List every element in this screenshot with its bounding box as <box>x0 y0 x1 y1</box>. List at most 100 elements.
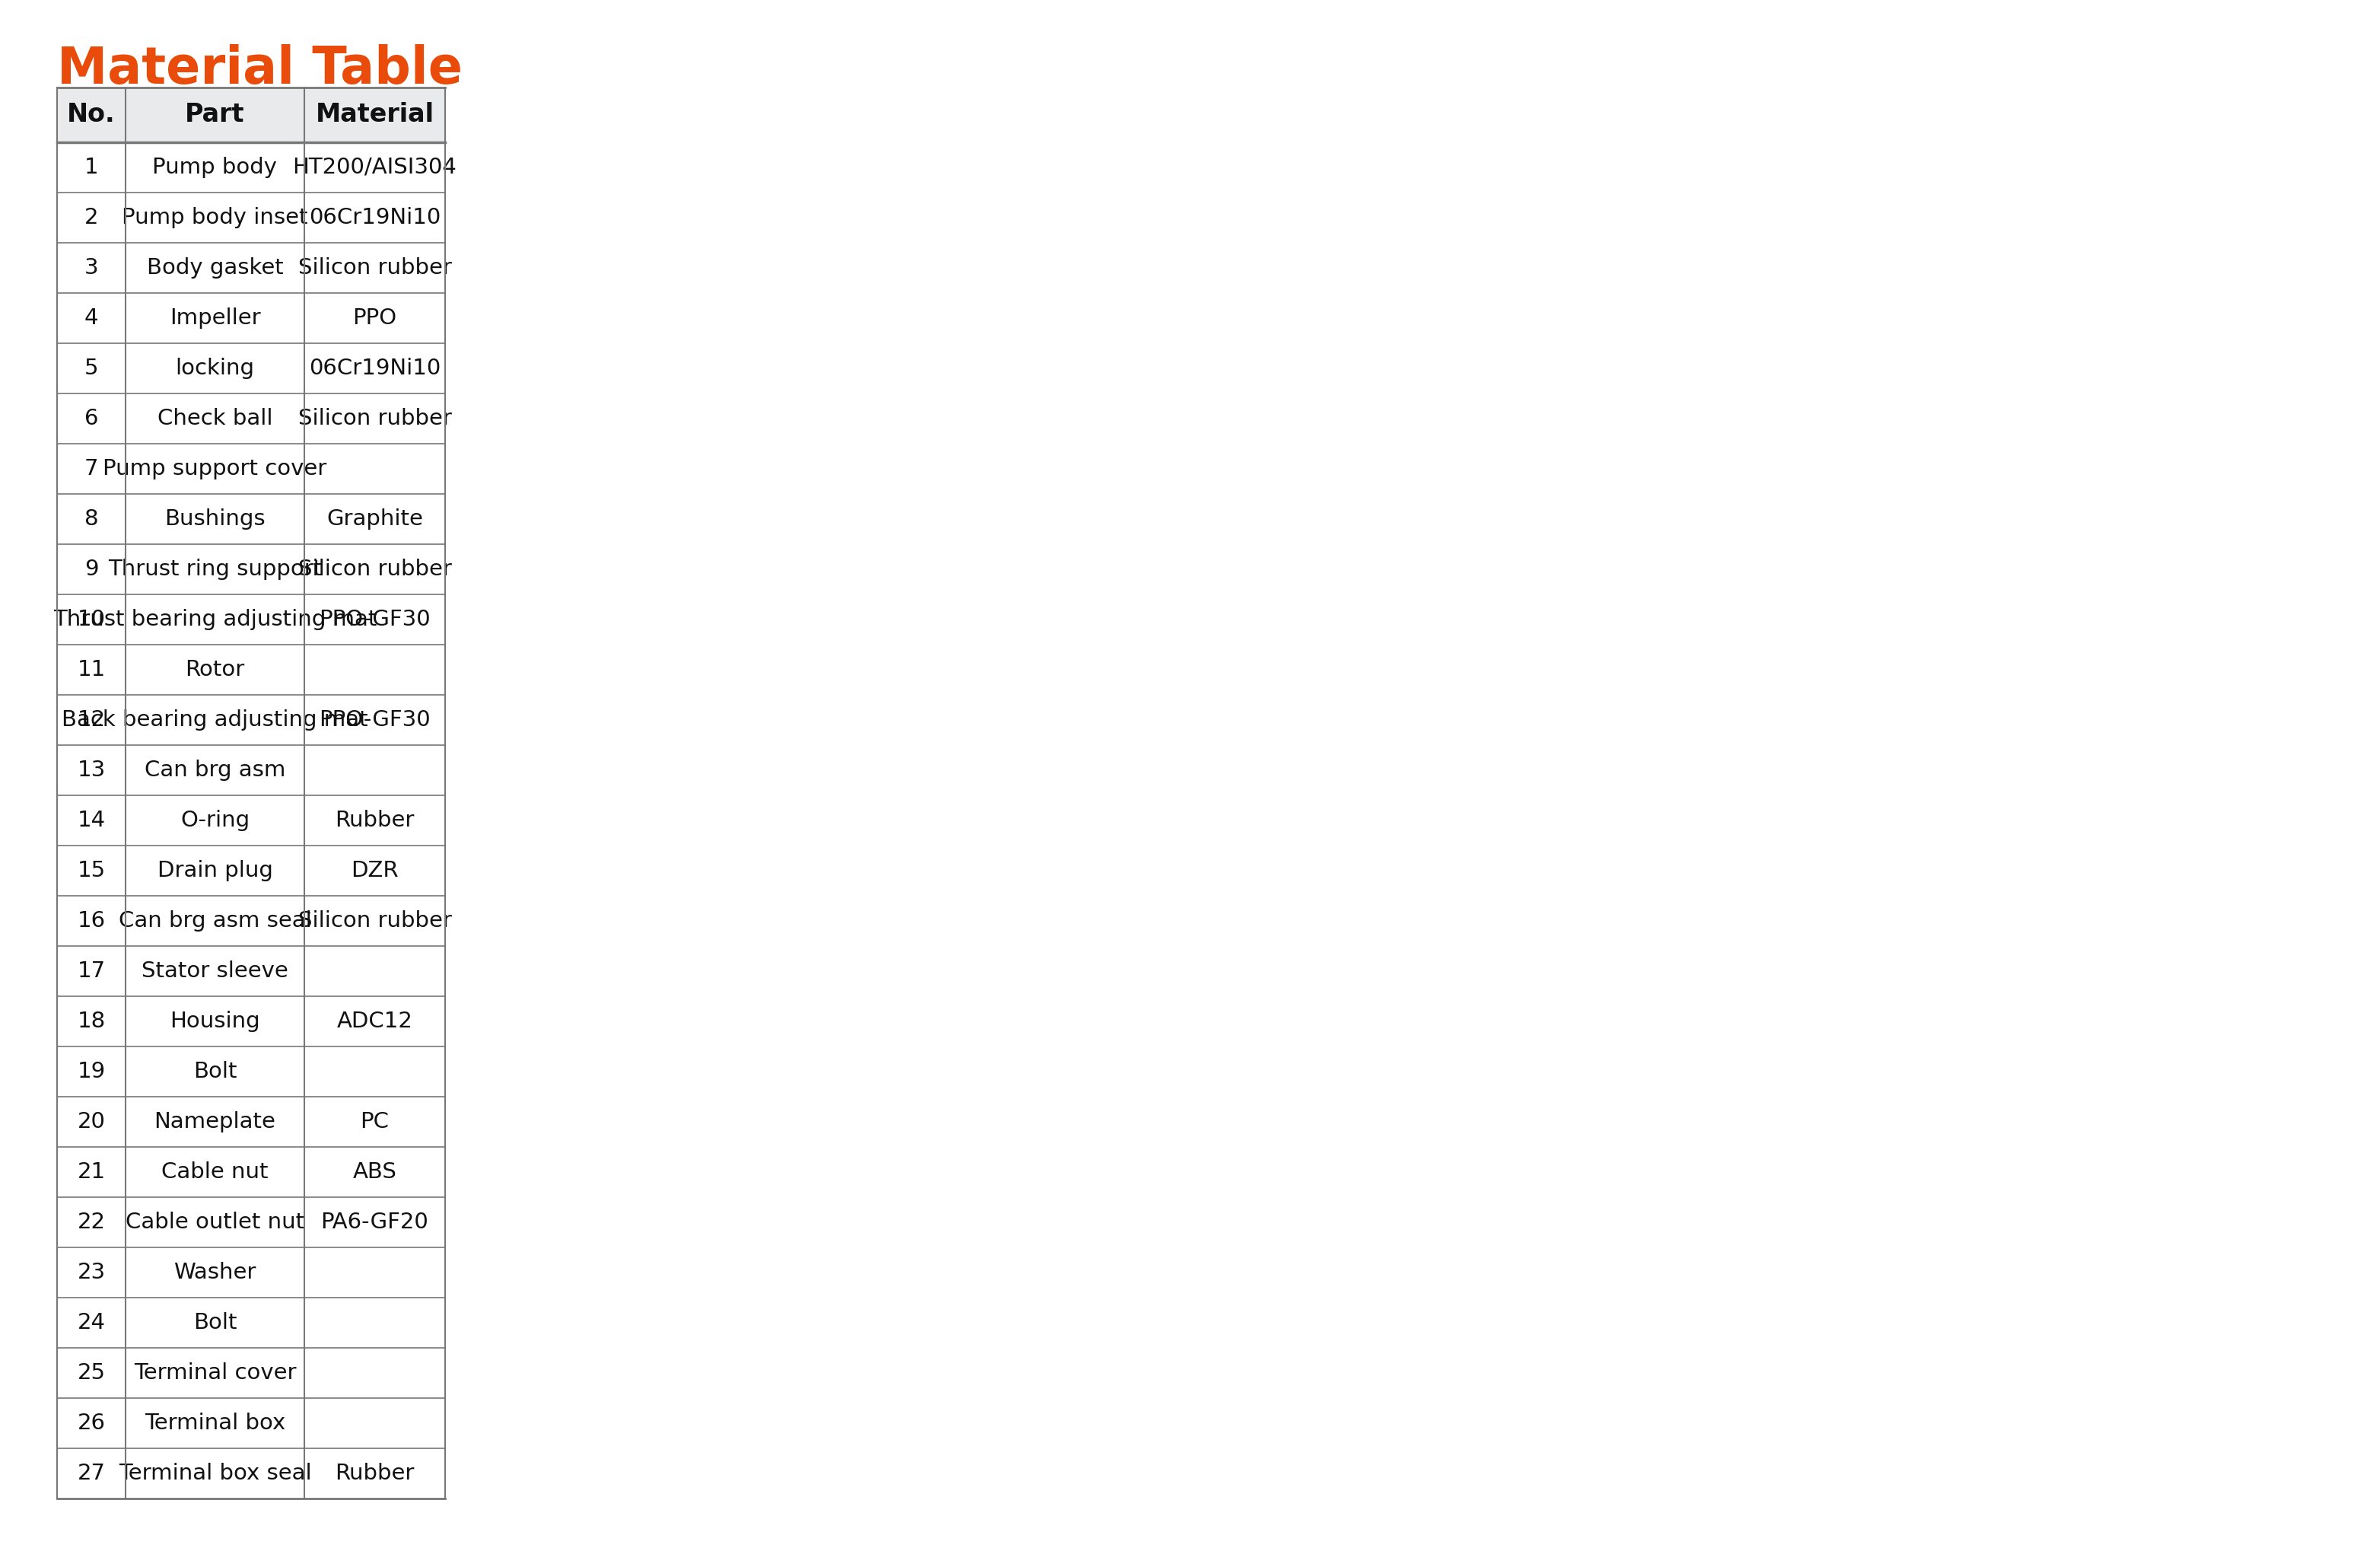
Text: Silicon rubber: Silicon rubber <box>298 910 452 932</box>
Text: ADC12: ADC12 <box>336 1010 412 1032</box>
Text: HT200/AISI304: HT200/AISI304 <box>293 156 457 178</box>
Text: Silicon rubber: Silicon rubber <box>298 256 452 278</box>
Bar <box>57 494 445 544</box>
Text: Rotor: Rotor <box>186 658 245 680</box>
Bar <box>57 142 445 192</box>
Text: 6: 6 <box>83 408 98 429</box>
Text: Terminal box: Terminal box <box>145 1412 286 1434</box>
Bar <box>57 796 445 846</box>
Text: 7: 7 <box>83 458 98 480</box>
Text: PC: PC <box>359 1110 390 1132</box>
Text: Can brg asm: Can brg asm <box>145 760 286 780</box>
Text: 8: 8 <box>83 508 98 530</box>
Bar <box>57 1348 445 1398</box>
Text: Body gasket: Body gasket <box>148 256 283 278</box>
Bar <box>57 1298 445 1348</box>
Text: Thrust bearing adjusting mat: Thrust bearing adjusting mat <box>52 608 376 630</box>
Text: 19: 19 <box>76 1060 105 1082</box>
Text: Cable outlet nut: Cable outlet nut <box>126 1212 305 1232</box>
Text: Impeller: Impeller <box>169 308 259 328</box>
Bar <box>57 242 445 292</box>
Text: 26: 26 <box>76 1412 105 1434</box>
Bar <box>57 292 445 343</box>
Text: Silicon rubber: Silicon rubber <box>298 558 452 580</box>
Bar <box>57 88 445 142</box>
Text: locking: locking <box>176 358 255 378</box>
Text: Bushings: Bushings <box>164 508 267 530</box>
Text: Stator sleeve: Stator sleeve <box>143 960 288 982</box>
Text: Part: Part <box>186 102 245 128</box>
Text: 24: 24 <box>76 1312 105 1334</box>
Text: 1: 1 <box>83 156 98 178</box>
Bar <box>57 1096 445 1146</box>
Text: Bolt: Bolt <box>193 1060 238 1082</box>
Text: Thrust ring support: Thrust ring support <box>107 558 321 580</box>
Text: PPO-GF30: PPO-GF30 <box>319 710 431 730</box>
Bar <box>57 1248 445 1298</box>
Text: 15: 15 <box>76 860 105 882</box>
Text: 25: 25 <box>76 1362 105 1384</box>
Text: PPO-GF30: PPO-GF30 <box>319 608 431 630</box>
Text: 16: 16 <box>76 910 105 932</box>
Text: Housing: Housing <box>169 1010 259 1032</box>
Text: Pump body: Pump body <box>152 156 278 178</box>
Text: Bolt: Bolt <box>193 1312 238 1334</box>
Text: O-ring: O-ring <box>181 810 250 830</box>
Text: Material: Material <box>317 102 433 128</box>
Text: PPO: PPO <box>352 308 397 328</box>
Text: 5: 5 <box>83 358 98 378</box>
Text: 22: 22 <box>76 1212 105 1232</box>
Text: 11: 11 <box>76 658 105 680</box>
Text: 06Cr19Ni10: 06Cr19Ni10 <box>309 206 440 228</box>
Text: 17: 17 <box>76 960 105 982</box>
Text: Nameplate: Nameplate <box>155 1110 276 1132</box>
Bar <box>57 1448 445 1498</box>
Bar <box>57 896 445 946</box>
Text: 13: 13 <box>76 760 105 780</box>
Text: 20: 20 <box>76 1110 105 1132</box>
Text: 14: 14 <box>76 810 105 830</box>
Text: Pump support cover: Pump support cover <box>102 458 326 480</box>
Text: Cable nut: Cable nut <box>162 1162 269 1182</box>
Text: Can brg asm seal: Can brg asm seal <box>119 910 312 932</box>
Text: Back bearing adjusting mat: Back bearing adjusting mat <box>62 710 369 730</box>
Bar <box>57 946 445 996</box>
Bar <box>57 846 445 896</box>
Text: Pump body inset: Pump body inset <box>121 206 307 228</box>
Text: ABS: ABS <box>352 1162 397 1182</box>
Text: Rubber: Rubber <box>336 1462 414 1484</box>
Text: 12: 12 <box>76 710 105 730</box>
Text: Washer: Washer <box>174 1262 257 1282</box>
Bar <box>57 1398 445 1448</box>
Text: 2: 2 <box>83 206 98 228</box>
Bar <box>57 343 445 394</box>
Text: Silicon rubber: Silicon rubber <box>298 408 452 429</box>
Text: No.: No. <box>67 102 117 128</box>
Bar <box>57 1146 445 1196</box>
Text: 10: 10 <box>76 608 105 630</box>
Bar <box>57 192 445 242</box>
Text: 9: 9 <box>83 558 98 580</box>
Text: 06Cr19Ni10: 06Cr19Ni10 <box>309 358 440 378</box>
Text: 18: 18 <box>76 1010 105 1032</box>
Text: 21: 21 <box>76 1162 105 1182</box>
Text: Terminal cover: Terminal cover <box>133 1362 295 1384</box>
Bar <box>57 444 445 494</box>
Bar <box>57 594 445 644</box>
Bar <box>57 644 445 694</box>
Bar <box>57 996 445 1046</box>
Text: Check ball: Check ball <box>157 408 274 429</box>
Bar <box>57 394 445 444</box>
Text: Terminal box seal: Terminal box seal <box>119 1462 312 1484</box>
Bar <box>57 1196 445 1248</box>
Text: 4: 4 <box>83 308 98 328</box>
Bar <box>57 544 445 594</box>
Text: DZR: DZR <box>350 860 397 882</box>
Text: 23: 23 <box>76 1262 105 1282</box>
Text: Drain plug: Drain plug <box>157 860 274 882</box>
Bar <box>57 694 445 744</box>
Text: Rubber: Rubber <box>336 810 414 830</box>
Bar <box>57 744 445 796</box>
Text: 27: 27 <box>76 1462 105 1484</box>
Text: 3: 3 <box>83 256 98 278</box>
